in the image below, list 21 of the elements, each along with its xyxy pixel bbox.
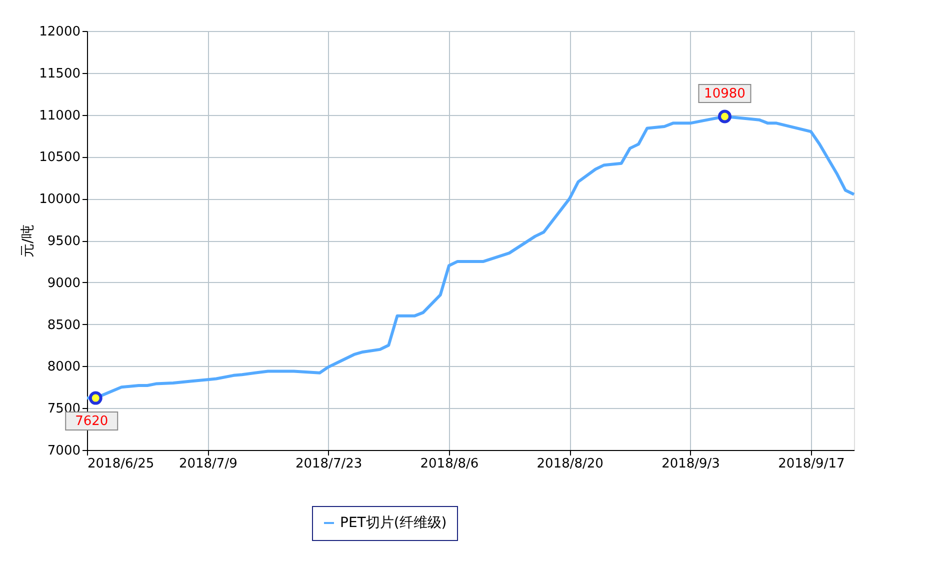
y-tick-label: 12000 <box>39 24 80 40</box>
x-tick-label: 2018/6/25 <box>88 456 154 472</box>
x-tick-label: 2018/9/3 <box>662 456 720 472</box>
annotation: 10980 <box>704 86 746 102</box>
x-tick-label: 2018/9/17 <box>778 456 845 472</box>
x-tick-label: 2018/7/23 <box>295 456 362 472</box>
y-tick-label: 9500 <box>47 234 80 249</box>
y-tick-label: 11000 <box>39 108 80 124</box>
y-tick-label: 9000 <box>47 276 80 291</box>
y-tick-label: 8500 <box>47 318 80 333</box>
y-tick-label: 8000 <box>47 360 80 375</box>
annotation: 7620 <box>75 414 108 430</box>
y-tick-label: 11500 <box>39 66 80 82</box>
y-tick-label: 10500 <box>39 150 80 166</box>
x-tick-label: 2018/7/9 <box>178 456 238 472</box>
x-tick-label: 2018/8/20 <box>536 456 604 472</box>
x-tick-label: 2018/8/6 <box>420 456 479 472</box>
legend-label: PET切片(纤维级) <box>340 515 447 531</box>
y-tick-label: 7000 <box>47 444 80 458</box>
y-axis-title: 元/吨 <box>20 224 36 258</box>
y-tick-label: 10000 <box>39 192 80 208</box>
